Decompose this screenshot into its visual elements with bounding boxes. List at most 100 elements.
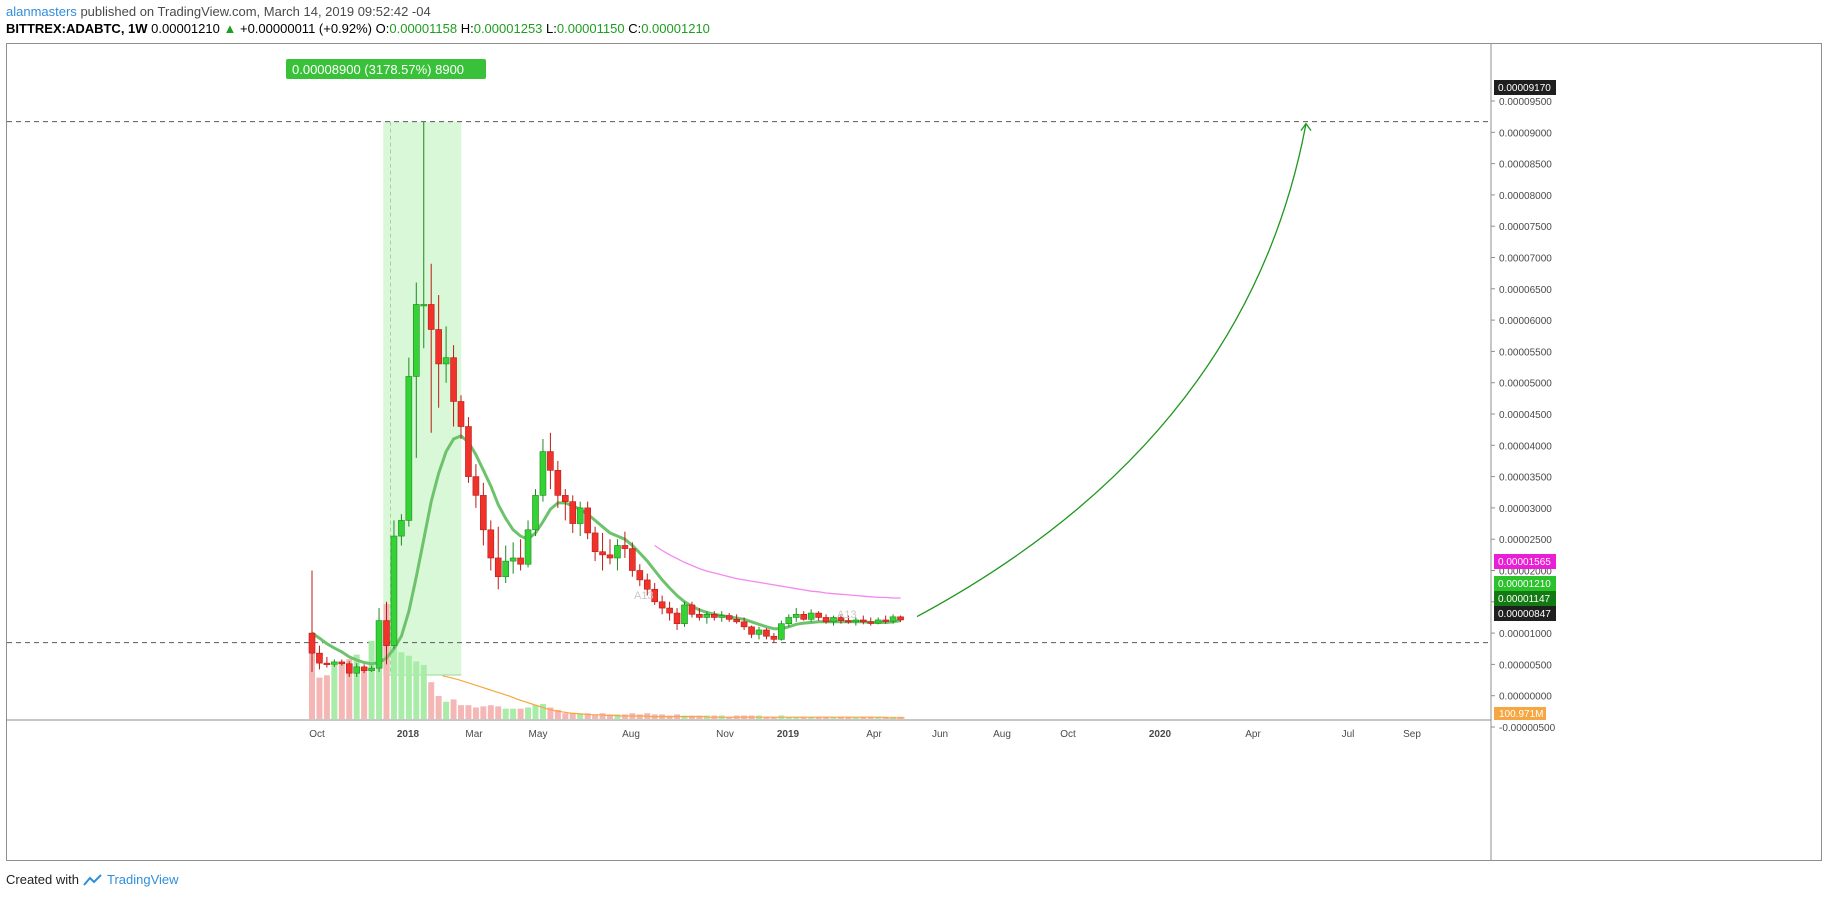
published-text: published on TradingView.com, March 14, … (80, 4, 431, 19)
volume-bar-64 (785, 716, 792, 719)
candle-body-21 (465, 426, 472, 477)
candle-body-44 (636, 570, 644, 581)
candle-body-62 (770, 635, 778, 640)
candle-body-73 (852, 619, 860, 623)
volume-bar-36 (577, 713, 584, 719)
volume-bar-17 (435, 696, 442, 719)
volume-bar-15 (420, 664, 427, 719)
volume-bar-19 (450, 699, 457, 719)
ema-price-text: 0.00001147 (1498, 594, 1551, 605)
candle-body-4 (338, 661, 346, 665)
candle-body-65 (792, 614, 800, 618)
candle-body-15 (420, 304, 428, 307)
candle-body-6 (353, 666, 361, 674)
volume-bar-27 (510, 708, 517, 719)
x-tick-label-2: Mar (465, 729, 483, 740)
y-tick-label-17: 0.00001000 (1499, 629, 1552, 640)
candle-body-27 (509, 557, 517, 562)
candle-body-64 (785, 617, 793, 625)
candle-body-8 (368, 667, 375, 671)
volume-bar-28 (517, 708, 524, 719)
y-tick-label-12: 0.00003500 (1499, 473, 1552, 484)
price-chart[interactable]: A13 A13 0.000095000.000090000.000085000.… (7, 44, 1821, 860)
close-value: 0.00001210 (641, 21, 710, 36)
projection-arrow[interactable] (916, 122, 1312, 618)
candle-body-53 (703, 614, 711, 618)
volume-bar-2 (323, 675, 330, 719)
x-tick-label-12: Apr (1245, 729, 1261, 740)
footer: Created with TradingView (6, 872, 179, 887)
volume-bar-56 (726, 716, 733, 719)
symbol-name[interactable]: BITTREX:ADABTC, 1W (6, 21, 148, 36)
volume-bar-11 (390, 604, 397, 719)
y-tick-label-4: 0.00007500 (1499, 222, 1552, 233)
last-price: 0.00001210 (151, 21, 220, 36)
tradingview-logo-icon (83, 873, 102, 886)
y-tick-label-5: 0.00007000 (1499, 254, 1552, 265)
candles[interactable] (308, 121, 904, 677)
volume-bar-34 (562, 713, 569, 719)
volume-bar-76 (875, 716, 882, 719)
volume-bar-12 (398, 652, 405, 719)
volume-bar-3 (331, 664, 338, 719)
volume-bar-61 (763, 716, 770, 719)
volume-bar-20 (458, 705, 464, 719)
volume-bar-70 (830, 716, 837, 719)
high-value: 0.00001253 (473, 21, 543, 36)
time-axis[interactable]: Oct 2018 Mar May Aug Nov 2019 Apr Jun Aug Oct 2020 A… (309, 729, 1421, 740)
candle-body-57 (733, 619, 740, 623)
candle-body-76 (874, 619, 882, 624)
candle-body-33 (554, 470, 562, 496)
candle-body-25 (494, 557, 502, 578)
volume-bar-38 (592, 714, 599, 719)
y-tick-label-15: 0.00002000 (1499, 567, 1552, 578)
chart-frame[interactable]: A13 A13 0.00009500 0.00009000 0.00008500 0.… (6, 43, 1822, 861)
candle-body-38 (591, 532, 599, 553)
y-tick-label-1: 0.00009000 (1499, 128, 1552, 139)
created-with-text: Created with (6, 872, 79, 887)
y-tick-label-19: 0.00000000 (1499, 692, 1552, 703)
ema-line (311, 434, 901, 666)
candle-body-78 (889, 616, 897, 622)
horizontal-lines[interactable] (7, 121, 1491, 644)
y-tick-label-18: 0.00000500 (1499, 660, 1552, 671)
candle-body-51 (688, 604, 696, 615)
volume-bar-30 (532, 705, 539, 719)
price-axis[interactable]: 0.00009500 0.00009000 0.00008500 0.00008000… (1491, 97, 1556, 734)
candle-body-20 (457, 401, 465, 427)
volume-bar-21 (465, 705, 472, 719)
projection-arrowhead (1300, 122, 1312, 132)
candle-body-46 (651, 588, 659, 603)
annotation-a13-right: A13 (837, 609, 857, 621)
x-tick-label-1: 2018 (397, 729, 420, 740)
volume-bar-5 (346, 659, 353, 719)
open-value: 0.00001158 (389, 21, 458, 36)
candle-body-79 (897, 616, 904, 621)
close-label: C: (628, 21, 642, 36)
volume-bar-0 (309, 636, 315, 719)
x-tick-label-11: 2020 (1149, 729, 1172, 740)
low-label: L: (546, 21, 557, 36)
author-link[interactable]: alanmasters (6, 4, 77, 19)
volume-bar-8 (368, 640, 375, 719)
volume-bar-71 (837, 716, 844, 719)
candle-body-2 (323, 662, 331, 665)
volume-bar-44 (636, 714, 643, 719)
volume-bar-4 (338, 663, 345, 719)
tradingview-brand-link[interactable]: TradingView (106, 872, 179, 887)
ema-price-badge: 0.00001147 (1494, 591, 1556, 606)
y-tick-label-7: 0.00006000 (1499, 316, 1552, 327)
volume-badge: 100.971M (1494, 707, 1546, 720)
candle-body-7 (360, 666, 368, 671)
y-tick-label-9: 0.00005000 (1499, 379, 1552, 390)
high-label: H: (460, 21, 474, 36)
x-tick-label-9: Aug (993, 729, 1011, 740)
price-change: +0.00000011 (+0.92%) (239, 21, 373, 36)
sma-price-text: 0.00001565 (1498, 557, 1551, 568)
triangle-up-icon: ▲ (223, 21, 237, 36)
volume-bar-74 (860, 716, 867, 719)
measure-label[interactable]: 0.00008900 (3178.57%) 8900 (286, 59, 486, 79)
volume-bar-48 (666, 715, 673, 719)
candle-body-22 (472, 476, 480, 496)
candle-body-75 (867, 621, 875, 624)
